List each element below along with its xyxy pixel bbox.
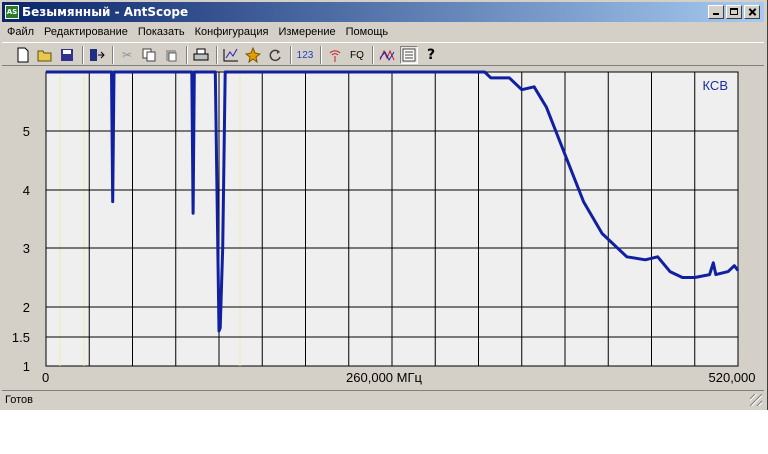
y-tick-label: 1.5 xyxy=(12,330,30,345)
paste-icon[interactable] xyxy=(162,46,180,64)
menu-config[interactable]: Конфигурация xyxy=(194,26,269,38)
help-icon[interactable]: ? xyxy=(426,47,436,63)
y-tick-label: 3 xyxy=(23,241,30,256)
title-bar[interactable]: AS Безымянный - AntScope xyxy=(2,2,764,22)
toolbar-separator xyxy=(186,46,188,64)
cut-icon[interactable]: ✂ xyxy=(121,48,133,62)
chart-icon[interactable] xyxy=(222,46,240,64)
series-label: КСВ xyxy=(703,78,729,93)
new-file-icon[interactable] xyxy=(14,46,32,64)
export-icon[interactable] xyxy=(88,46,106,64)
status-text: Готов xyxy=(5,393,33,406)
toolbar-separator xyxy=(216,46,218,64)
menu-measure[interactable]: Измерение xyxy=(278,26,336,38)
minimize-button[interactable] xyxy=(708,5,724,19)
open-folder-icon[interactable] xyxy=(36,46,54,64)
close-button[interactable] xyxy=(744,5,760,19)
y-tick-label: 2 xyxy=(23,300,30,315)
curves-icon[interactable] xyxy=(378,46,396,64)
chart-area[interactable]: 5 4 3 2 1.5 1 0 260,000 МГц 520,000 КСВ xyxy=(0,68,767,388)
resize-grip[interactable] xyxy=(750,394,762,406)
toolbar-separator xyxy=(320,46,322,64)
menu-bar: Файл Редактирование Показать Конфигураци… xyxy=(2,23,764,41)
toolbar-separator xyxy=(112,46,114,64)
vswr-curve xyxy=(46,70,740,333)
window-controls xyxy=(706,5,760,19)
app-icon: AS xyxy=(5,5,19,19)
vswr-chart[interactable]: 5 4 3 2 1.5 10 260,000 МГц 520,000 КСВ xyxy=(0,68,767,388)
star-marker-icon[interactable] xyxy=(244,46,262,64)
toolbar-separator xyxy=(290,46,292,64)
x-tick-label: 520,000 xyxy=(709,370,756,385)
app-window: AS Безымянный - AntScope Файл Редактиров… xyxy=(0,0,768,410)
y-tick-label: 4 xyxy=(23,183,30,198)
menu-view[interactable]: Показать xyxy=(137,26,185,38)
antenna-icon[interactable] xyxy=(326,46,344,64)
frequency-button[interactable]: FQ xyxy=(350,49,364,61)
x-tick-label: 0 xyxy=(42,370,49,385)
x-tick-label: 260,000 МГц xyxy=(346,370,422,385)
y-tick-label: 1 xyxy=(23,359,30,374)
save-icon[interactable] xyxy=(58,46,76,64)
numeric-view-button[interactable]: 123 xyxy=(296,49,314,61)
list-view-icon[interactable] xyxy=(400,46,418,64)
toolbar-separator xyxy=(82,46,84,64)
print-icon[interactable] xyxy=(192,46,210,64)
maximize-button[interactable] xyxy=(726,5,742,19)
menu-edit[interactable]: Редактирование xyxy=(44,26,128,38)
status-bar: Готов xyxy=(2,390,764,408)
y-tick-label: 5 xyxy=(23,124,30,139)
toolbar: ✂ 123 FQ ? xyxy=(2,42,764,66)
copy-icon[interactable] xyxy=(140,46,158,64)
menu-file[interactable]: Файл xyxy=(7,26,35,38)
refresh-icon[interactable] xyxy=(266,46,284,64)
menu-help[interactable]: Помощь xyxy=(345,26,389,38)
window-title: Безымянный - AntScope xyxy=(22,5,189,19)
toolbar-separator xyxy=(372,46,374,64)
